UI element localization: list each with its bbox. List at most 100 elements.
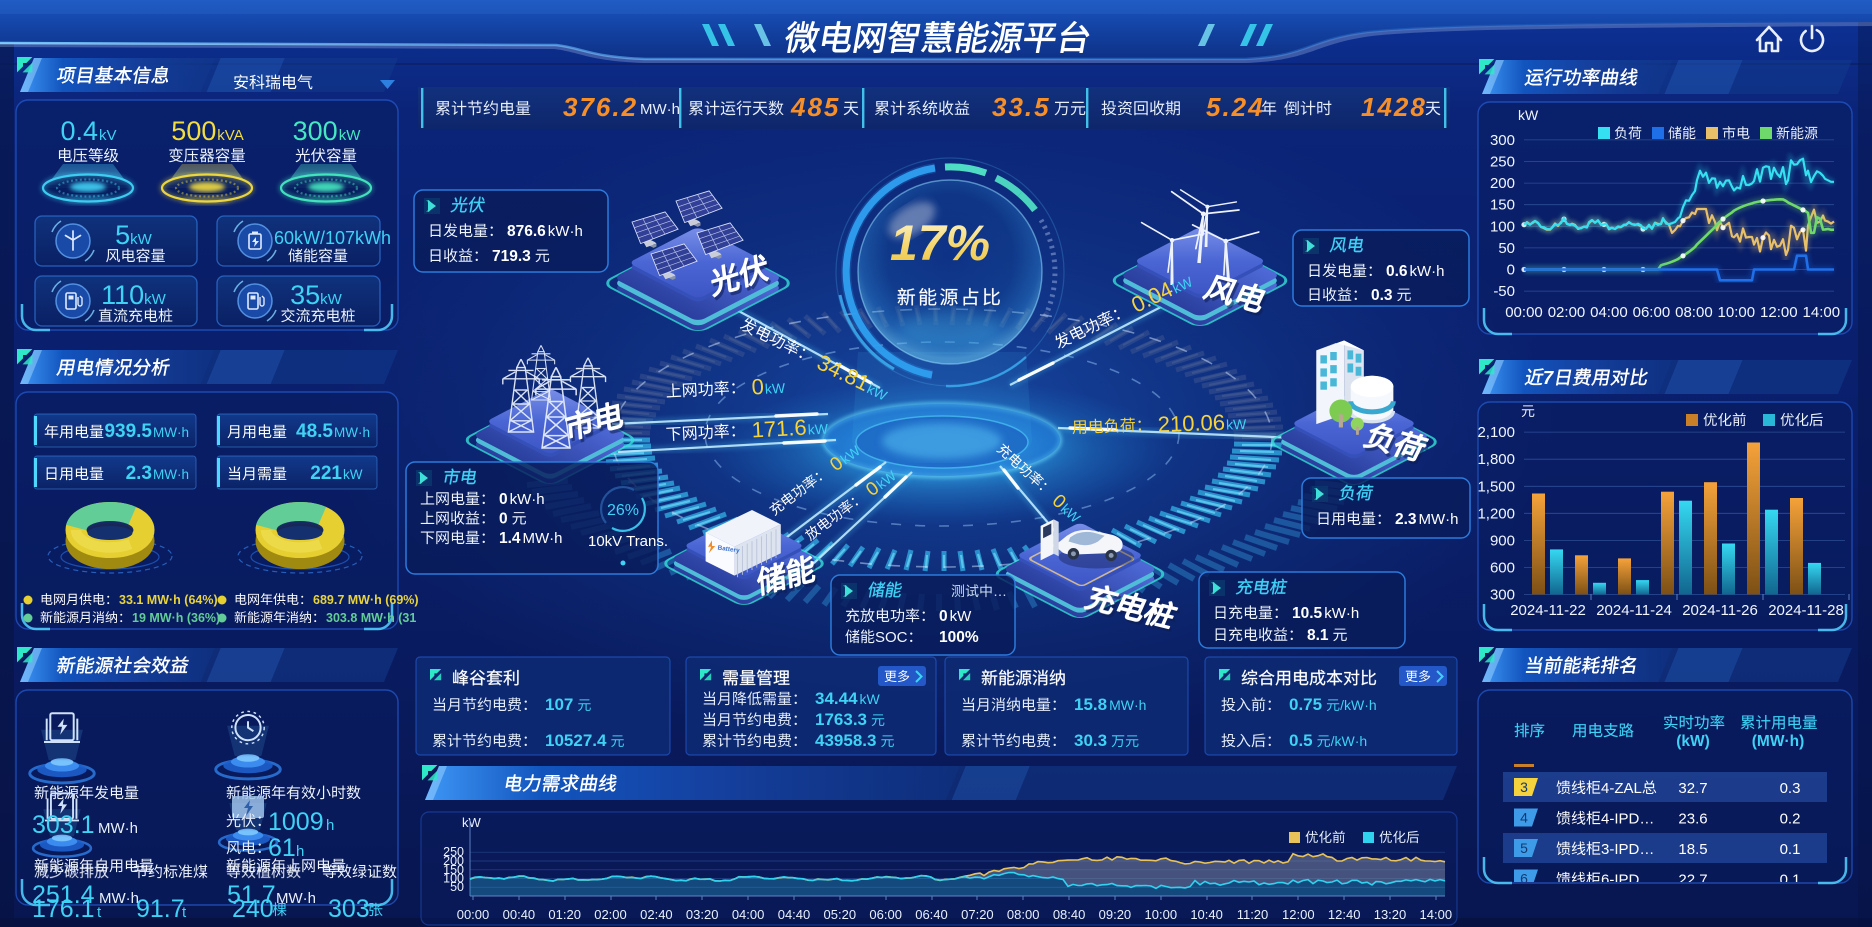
svg-text:08:40: 08:40 xyxy=(1053,907,1086,922)
svg-text:500: 500 xyxy=(171,116,216,146)
svg-text:30.3: 30.3 xyxy=(1074,731,1107,750)
svg-text:60kW/107kWh: 60kW/107kWh xyxy=(274,228,391,248)
svg-text:18.5: 18.5 xyxy=(1678,841,1707,858)
svg-text:26%: 26% xyxy=(607,502,639,519)
svg-text:1428: 1428 xyxy=(1361,92,1427,122)
svg-text:110: 110 xyxy=(101,280,144,310)
svg-text:kW: kW xyxy=(339,127,362,144)
svg-text:0: 0 xyxy=(499,511,508,528)
svg-text:150: 150 xyxy=(443,863,464,877)
svg-text:2024-11-24: 2024-11-24 xyxy=(1596,602,1672,619)
svg-text:150: 150 xyxy=(1490,197,1515,214)
svg-text:t: t xyxy=(97,904,102,921)
svg-text:(kW): (kW) xyxy=(1676,733,1710,750)
svg-text:0: 0 xyxy=(939,608,948,625)
svg-text:12:40: 12:40 xyxy=(1328,907,1361,922)
svg-text:h: h xyxy=(296,843,304,860)
svg-text:300: 300 xyxy=(1490,132,1515,149)
svg-text:10:40: 10:40 xyxy=(1190,907,1223,922)
svg-text:0.75: 0.75 xyxy=(1289,695,1322,714)
svg-text:/kW·h: /kW·h xyxy=(1340,697,1377,713)
svg-text:5.24: 5.24 xyxy=(1206,92,1265,122)
svg-text:kW: kW xyxy=(1226,416,1248,433)
svg-text:MW·h: MW·h xyxy=(99,890,139,907)
svg-text:61: 61 xyxy=(268,834,296,862)
svg-text:3-IPD…: 3-IPD… xyxy=(1601,841,1654,858)
svg-text:900: 900 xyxy=(1490,532,1515,549)
svg-text:(MW·h): (MW·h) xyxy=(1752,733,1805,750)
svg-text:1,500: 1,500 xyxy=(1477,478,1515,495)
svg-text:1009: 1009 xyxy=(268,808,324,836)
svg-text:05:20: 05:20 xyxy=(824,907,857,922)
svg-text:MW·h: MW·h xyxy=(640,101,680,118)
svg-text:303.8 MW·h (31: 303.8 MW·h (31 xyxy=(326,611,416,625)
svg-text:06:00: 06:00 xyxy=(869,907,902,922)
svg-text:kW: kW xyxy=(130,231,153,248)
svg-text:107: 107 xyxy=(545,695,573,714)
svg-text:kW: kW xyxy=(144,291,167,308)
svg-text:kW·h: kW·h xyxy=(510,491,545,508)
svg-text:5: 5 xyxy=(1520,840,1528,856)
svg-text:2024-11-22: 2024-11-22 xyxy=(1510,602,1586,619)
svg-text:0.4: 0.4 xyxy=(61,116,99,146)
svg-text:300: 300 xyxy=(1490,587,1515,604)
svg-text:10:00: 10:00 xyxy=(1145,907,1178,922)
svg-text:06:00: 06:00 xyxy=(1633,304,1671,321)
svg-text:171.6: 171.6 xyxy=(751,415,807,443)
svg-text:/kW·h: /kW·h xyxy=(1331,733,1368,749)
svg-text:0: 0 xyxy=(1507,262,1515,279)
svg-text:15.8: 15.8 xyxy=(1074,695,1107,714)
svg-text:MW·h: MW·h xyxy=(334,425,370,440)
svg-text:0.6: 0.6 xyxy=(1386,263,1408,280)
svg-text:17%: 17% xyxy=(890,215,990,271)
svg-text:kW: kW xyxy=(1518,107,1539,123)
svg-text:02:40: 02:40 xyxy=(640,907,673,922)
svg-text:32.7: 32.7 xyxy=(1678,780,1707,797)
svg-text:0.2: 0.2 xyxy=(1780,811,1801,828)
svg-text:13:20: 13:20 xyxy=(1374,907,1407,922)
svg-text:1,800: 1,800 xyxy=(1477,451,1515,468)
svg-text:100: 100 xyxy=(1490,218,1515,235)
svg-text:22.7: 22.7 xyxy=(1678,872,1707,889)
svg-text:4-IPD…: 4-IPD… xyxy=(1601,811,1654,828)
svg-text:kW: kW xyxy=(950,608,973,625)
svg-text:MW·h: MW·h xyxy=(1109,697,1146,713)
svg-text:35: 35 xyxy=(290,280,320,310)
svg-text:0.3: 0.3 xyxy=(1371,287,1393,304)
svg-text:10527.4: 10527.4 xyxy=(545,731,607,750)
svg-text:376.2: 376.2 xyxy=(563,92,638,122)
svg-text:876.6: 876.6 xyxy=(507,223,546,240)
svg-text:MW·h: MW·h xyxy=(153,467,189,482)
svg-text:91.7: 91.7 xyxy=(136,895,185,923)
svg-text:kW·h: kW·h xyxy=(1410,263,1445,280)
svg-text:MW·h: MW·h xyxy=(523,530,563,547)
svg-text:3: 3 xyxy=(1520,779,1528,795)
svg-text:kW: kW xyxy=(320,291,343,308)
svg-text:100: 100 xyxy=(443,872,464,886)
svg-text:33.1 MW·h (64%): 33.1 MW·h (64%) xyxy=(119,593,218,607)
svg-text:240: 240 xyxy=(232,895,274,923)
svg-text:kW: kW xyxy=(462,815,482,830)
svg-text:06:40: 06:40 xyxy=(915,907,948,922)
svg-text:50: 50 xyxy=(1498,240,1515,257)
svg-text:939.5: 939.5 xyxy=(104,421,152,442)
svg-text:10kV Trans.: 10kV Trans. xyxy=(588,533,668,550)
svg-text:6: 6 xyxy=(1520,871,1528,887)
svg-text:0.5: 0.5 xyxy=(1289,731,1313,750)
svg-text:10.5: 10.5 xyxy=(1292,605,1323,622)
svg-text:689.7 MW·h (69%): 689.7 MW·h (69%) xyxy=(313,593,419,607)
svg-text:07:20: 07:20 xyxy=(961,907,994,922)
svg-text:04:40: 04:40 xyxy=(778,907,811,922)
svg-text:kVA: kVA xyxy=(217,127,243,144)
svg-text:250: 250 xyxy=(443,845,464,859)
svg-text:kW: kW xyxy=(343,467,363,482)
svg-text:kW·h: kW·h xyxy=(1324,605,1359,622)
svg-text:51.7: 51.7 xyxy=(227,881,276,909)
svg-text:485: 485 xyxy=(790,92,840,122)
svg-text:00:40: 00:40 xyxy=(503,907,536,922)
svg-text:kW: kW xyxy=(860,691,881,707)
svg-text:MW·h: MW·h xyxy=(276,890,316,907)
svg-text:200: 200 xyxy=(1490,175,1515,192)
svg-text:12:00: 12:00 xyxy=(1282,907,1315,922)
svg-text:0: 0 xyxy=(751,374,765,400)
